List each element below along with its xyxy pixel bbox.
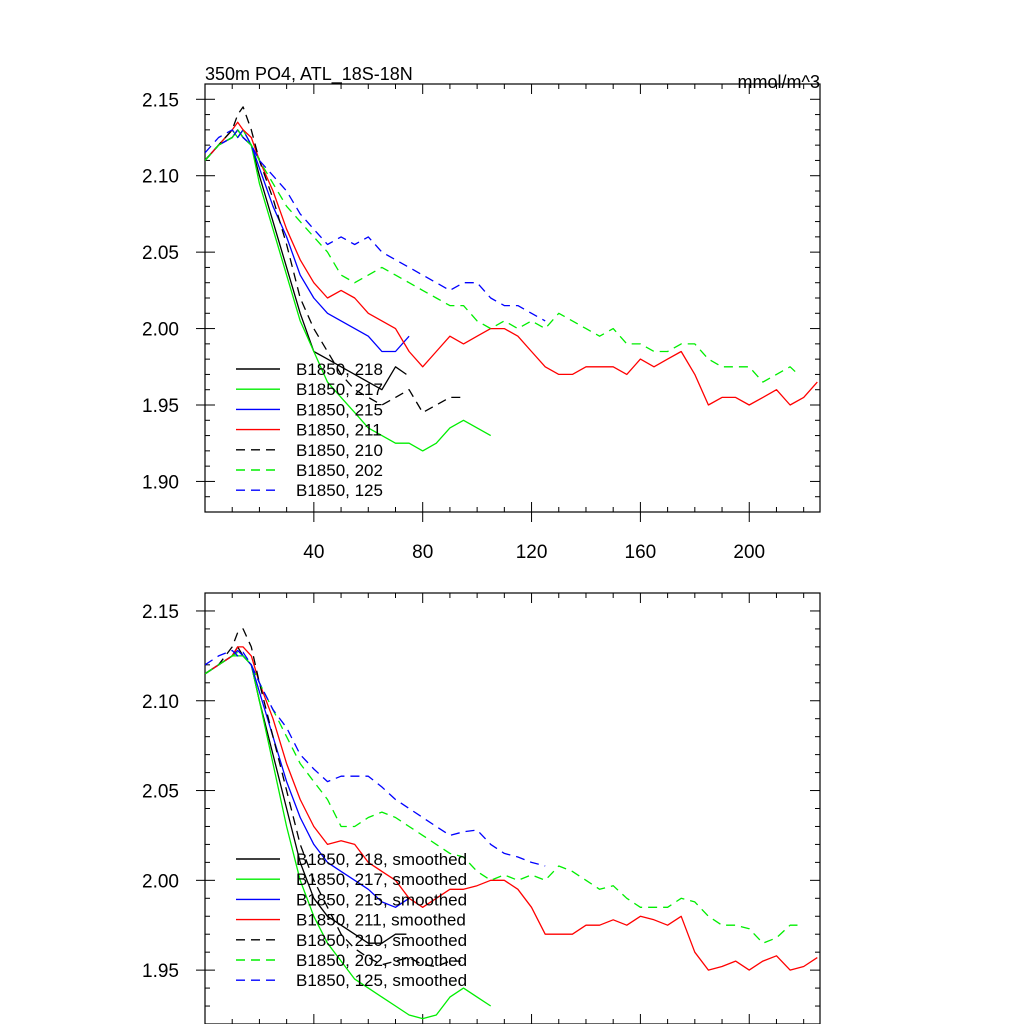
- legend-label: B1850, 125, smoothed: [296, 971, 467, 990]
- legend-label: B1850, 217, smoothed: [296, 870, 467, 889]
- y-tick-label: 1.95: [142, 396, 179, 417]
- legend-label: B1850, 215: [296, 400, 383, 419]
- series-line-4: [205, 646, 818, 971]
- panel-bottom: 1.95 2.00 2.05 2.10 2.15 B1850, 218, smoothed…: [142, 592, 821, 1024]
- x-tick-label: 120: [516, 542, 548, 563]
- legend-label: B1850, 217: [296, 380, 383, 399]
- series-line-7: [205, 649, 546, 867]
- legend-label: B1850, 125: [296, 481, 383, 500]
- y-tick-label: 1.90: [142, 472, 179, 493]
- series-line-3: [205, 129, 410, 353]
- legend-label: B1850, 202: [296, 461, 383, 480]
- series-line-3: [205, 649, 410, 908]
- y-tick-label: 2.00: [142, 320, 179, 341]
- x-tick-label: 80: [412, 542, 433, 563]
- series-line-7: [205, 129, 546, 322]
- series-line-6: [205, 129, 799, 383]
- units-label: mmol/m^3: [738, 72, 820, 92]
- chart-title: 350m PO4, ATL_18S-18N: [205, 64, 413, 85]
- legend-label: B1850, 210, smoothed: [296, 931, 467, 950]
- y-tick-label: 1.95: [142, 961, 179, 982]
- series-line-6: [205, 651, 799, 944]
- legend-label: B1850, 211, smoothed: [296, 911, 466, 930]
- y-tick-label: 2.15: [142, 90, 179, 111]
- x-tick-label: 160: [625, 542, 657, 563]
- y-tick-label: 2.00: [142, 871, 179, 892]
- series-line-5: [205, 628, 461, 968]
- legend-label: B1850, 218, smoothed: [296, 850, 467, 869]
- legend-label: B1850, 202, smoothed: [296, 951, 467, 970]
- legend-label: B1850, 218: [296, 360, 383, 379]
- x-tick-label: 200: [733, 542, 765, 563]
- series-line-5: [205, 106, 461, 414]
- y-tick-label: 2.05: [142, 782, 179, 803]
- y-tick-label: 2.10: [142, 692, 179, 713]
- x-tick-label: 40: [303, 542, 324, 563]
- legend-label: B1850, 210: [296, 441, 383, 460]
- y-tick-label: 2.15: [142, 602, 179, 623]
- legend-label: B1850, 211: [296, 421, 382, 440]
- legend-label: B1850, 215, smoothed: [296, 890, 467, 909]
- y-tick-label: 2.05: [142, 243, 179, 264]
- panel-top: 1.90 1.95 2.00 2.05 2.10 2.15 40 80 120 160 200 350…: [142, 64, 821, 563]
- y-tick-label: 2.10: [142, 167, 179, 188]
- series-line-1: [205, 129, 407, 391]
- series-line-4: [205, 121, 818, 406]
